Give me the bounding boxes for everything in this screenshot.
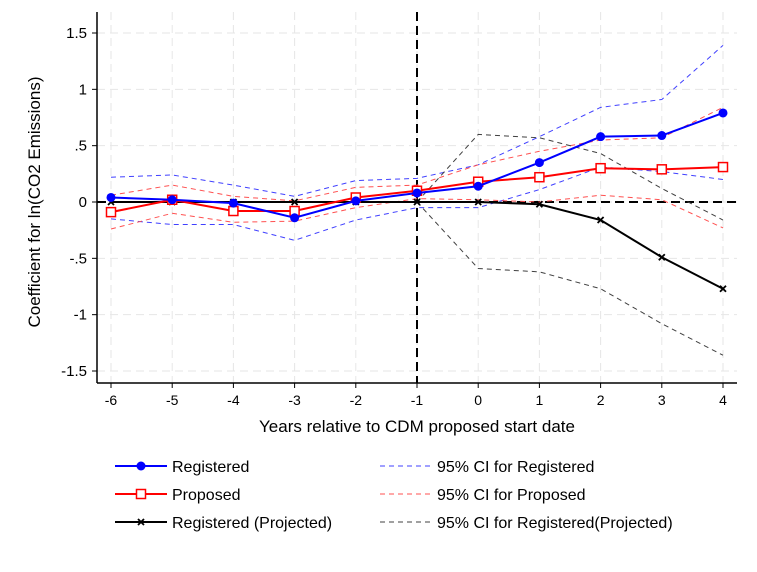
legend-marker bbox=[137, 518, 145, 526]
x-axis-label: Years relative to CDM proposed start dat… bbox=[259, 417, 575, 436]
data-point bbox=[105, 206, 117, 218]
data-point bbox=[534, 158, 544, 168]
data-point bbox=[596, 132, 606, 142]
data-point bbox=[595, 162, 606, 174]
series-layer bbox=[105, 45, 729, 356]
legend: Registered Proposed Registered (Projected)… bbox=[115, 459, 673, 532]
data-point bbox=[596, 216, 605, 224]
ci-upper-line bbox=[110, 106, 724, 202]
legend-label: Registered (Projected) bbox=[172, 515, 332, 532]
x-tick-label: -6 bbox=[105, 392, 118, 408]
y-tick-label: -1 bbox=[74, 307, 87, 324]
data-point bbox=[535, 200, 544, 208]
data-point bbox=[412, 188, 422, 198]
data-point bbox=[351, 196, 361, 206]
data-point bbox=[290, 213, 300, 223]
data-point bbox=[413, 198, 421, 206]
y-tick-label: -1.5 bbox=[61, 363, 87, 380]
data-point bbox=[534, 171, 545, 183]
y-tick-label: .5 bbox=[74, 138, 87, 155]
y-tick-label: 0 bbox=[79, 194, 87, 211]
y-axis-label: Coefficient for ln(CO2 Emissions) bbox=[25, 77, 44, 328]
x-tick-label: -1 bbox=[411, 392, 424, 408]
ci-lower-line bbox=[110, 194, 724, 230]
data-point bbox=[658, 253, 666, 261]
data-point bbox=[656, 164, 668, 175]
y-tick-label: 1.5 bbox=[66, 25, 87, 42]
data-point bbox=[290, 198, 299, 206]
legend-label: 95% CI for Registered bbox=[437, 459, 594, 476]
data-point bbox=[228, 205, 239, 217]
data-point bbox=[717, 161, 729, 173]
x-tick-label: 3 bbox=[658, 392, 666, 408]
data-point bbox=[167, 195, 177, 205]
data-point bbox=[719, 285, 727, 293]
data-point bbox=[228, 198, 238, 208]
legend-label: Registered bbox=[172, 459, 249, 476]
x-tick-label: 4 bbox=[719, 392, 727, 408]
ci-lower-line bbox=[416, 201, 724, 356]
x-tick-label: 0 bbox=[474, 392, 482, 408]
axes: -6 -5 -4 -3 -2 -1 0 1 2 3 41.51.50-.5-1-1.5 bbox=[61, 12, 737, 408]
x-tick-label: 1 bbox=[536, 392, 544, 408]
data-point bbox=[473, 181, 483, 191]
y-tick-label: -.5 bbox=[69, 250, 87, 267]
legend-label: 95% CI for Proposed bbox=[437, 487, 586, 504]
legend-label: 95% CI for Registered(Projected) bbox=[437, 515, 673, 532]
legend-marker bbox=[135, 488, 147, 500]
ci-upper-line bbox=[416, 133, 724, 221]
ci-upper-line bbox=[110, 45, 724, 197]
x-tick-label: -4 bbox=[227, 392, 240, 408]
x-tick-label: -5 bbox=[166, 392, 179, 408]
legend-marker bbox=[136, 461, 146, 471]
data-point bbox=[106, 192, 116, 202]
y-tick-label: 1 bbox=[79, 81, 87, 98]
legend-label: Proposed bbox=[172, 487, 241, 504]
data-point bbox=[718, 108, 728, 118]
data-point bbox=[474, 198, 482, 206]
x-tick-label: -2 bbox=[350, 392, 363, 408]
x-tick-label: 2 bbox=[597, 392, 605, 408]
x-tick-label: -3 bbox=[288, 392, 301, 408]
data-point bbox=[657, 131, 667, 141]
